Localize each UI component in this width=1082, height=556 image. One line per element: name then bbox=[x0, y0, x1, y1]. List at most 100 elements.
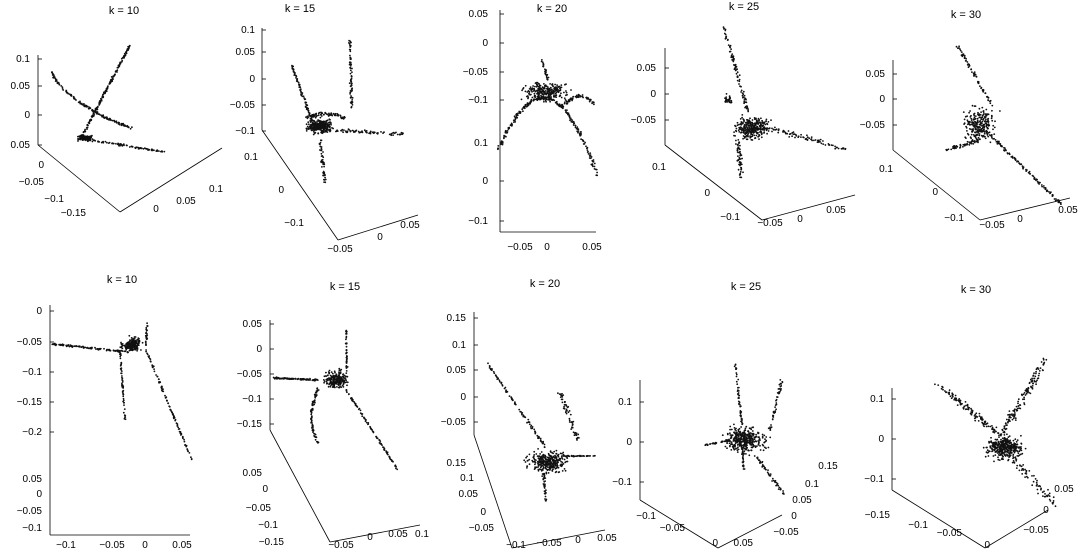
scatter-point bbox=[750, 126, 753, 129]
scatter-point bbox=[774, 406, 776, 408]
b-tick-label: 0.05 bbox=[597, 533, 617, 544]
scatter-point bbox=[552, 98, 554, 101]
scatter-point bbox=[569, 413, 572, 416]
z-tick-label: −0.05 bbox=[631, 115, 657, 126]
scatter-point bbox=[319, 113, 322, 116]
scatter-point bbox=[975, 131, 978, 133]
scatter-point bbox=[560, 455, 563, 458]
scatter-point bbox=[544, 477, 547, 479]
scatter-point bbox=[570, 454, 573, 457]
scatter-point bbox=[961, 55, 964, 58]
scatter-point bbox=[328, 372, 330, 375]
a-tick-label: −0.1 bbox=[44, 194, 64, 205]
a-tick-label: −0.05 bbox=[660, 523, 686, 534]
scatter-point bbox=[388, 133, 391, 136]
scatter-point bbox=[529, 86, 532, 88]
scatter-point bbox=[122, 393, 125, 396]
scatter-point bbox=[296, 80, 299, 82]
panel-title: k = 15 bbox=[285, 3, 315, 15]
scatter-point bbox=[348, 393, 350, 395]
scatter-point bbox=[743, 130, 745, 132]
scatter-point bbox=[535, 85, 538, 88]
scatter-point bbox=[527, 102, 529, 104]
scatter-point bbox=[555, 86, 557, 88]
scatter-point bbox=[543, 487, 546, 489]
scatter-point bbox=[818, 139, 820, 142]
scatter-point bbox=[149, 360, 152, 363]
a-tick-label: −0.05 bbox=[19, 177, 45, 188]
scatter-point bbox=[980, 86, 983, 89]
scatter-point bbox=[351, 399, 354, 402]
scatter-point bbox=[488, 367, 491, 369]
scatter-point bbox=[739, 154, 742, 156]
scatter-point bbox=[992, 128, 994, 131]
scatter-point bbox=[994, 139, 997, 141]
scatter-point bbox=[740, 163, 743, 166]
scatter-point bbox=[178, 428, 181, 430]
scatter-point bbox=[153, 368, 156, 370]
scatter-point bbox=[742, 96, 744, 99]
scatter-point bbox=[544, 69, 547, 72]
scatter-point bbox=[573, 122, 575, 125]
scatter-point bbox=[524, 90, 527, 93]
scatter-point bbox=[339, 379, 342, 382]
scatter-point bbox=[571, 99, 573, 102]
b-tick-label: −0.1 bbox=[506, 540, 526, 551]
scatter-point bbox=[559, 87, 561, 90]
scatter-point bbox=[310, 118, 313, 121]
panel-title: k = 10 bbox=[107, 274, 137, 286]
scatter-point bbox=[561, 401, 564, 404]
scatter-point bbox=[724, 29, 727, 32]
scatter-point bbox=[566, 93, 568, 96]
scatter-point bbox=[747, 124, 750, 127]
scatter-point bbox=[343, 380, 346, 382]
scatter-point bbox=[295, 77, 297, 79]
scatter-point bbox=[164, 394, 166, 397]
scatter-point bbox=[741, 419, 743, 422]
scatter-point bbox=[329, 379, 332, 382]
scatter-point bbox=[533, 89, 536, 92]
scatter-point bbox=[975, 122, 978, 125]
scatter-point bbox=[564, 461, 567, 464]
scatter-point bbox=[527, 418, 530, 421]
scatter-point bbox=[737, 378, 740, 381]
scatter-point bbox=[973, 114, 976, 117]
scatter-point bbox=[314, 438, 317, 441]
scatter-point bbox=[595, 168, 598, 171]
scatter-point bbox=[145, 349, 148, 351]
scatter-point bbox=[100, 99, 103, 102]
scatter-point bbox=[544, 90, 547, 92]
b-tick-label: −0.05 bbox=[536, 538, 562, 549]
scatter-point bbox=[735, 72, 738, 75]
scatter-point bbox=[802, 136, 805, 139]
scatter-point bbox=[310, 129, 313, 132]
scatter-point bbox=[324, 181, 327, 184]
scatter-point bbox=[349, 56, 352, 59]
scatter-point bbox=[724, 33, 727, 36]
scatter-point bbox=[350, 41, 352, 44]
scatter-point bbox=[345, 389, 348, 392]
scatter-point bbox=[522, 87, 525, 89]
scatter-point bbox=[549, 83, 551, 85]
scatter-point bbox=[585, 145, 587, 148]
scatter-point bbox=[321, 121, 323, 124]
z-tick-label: −0.1 bbox=[235, 126, 255, 137]
scatter-point bbox=[307, 115, 309, 118]
scatter-point bbox=[292, 70, 295, 73]
scatter-point bbox=[399, 133, 401, 136]
scatter-point bbox=[102, 141, 105, 144]
scatter-point bbox=[302, 95, 305, 98]
scatter-point bbox=[978, 114, 981, 116]
scatter-point bbox=[306, 117, 309, 120]
scatter-point bbox=[91, 138, 94, 141]
scatter-point bbox=[1031, 174, 1034, 177]
scatter-point bbox=[84, 137, 87, 140]
scatter-point bbox=[534, 460, 536, 463]
b-tick-label: −0.05 bbox=[979, 220, 1005, 231]
scatter-point bbox=[555, 452, 558, 455]
scatter-point bbox=[332, 112, 335, 115]
scatter-point bbox=[349, 61, 351, 64]
scatter-point bbox=[307, 111, 310, 114]
z-tick-label: 0.05 bbox=[447, 365, 467, 376]
scatter-point bbox=[551, 470, 554, 472]
